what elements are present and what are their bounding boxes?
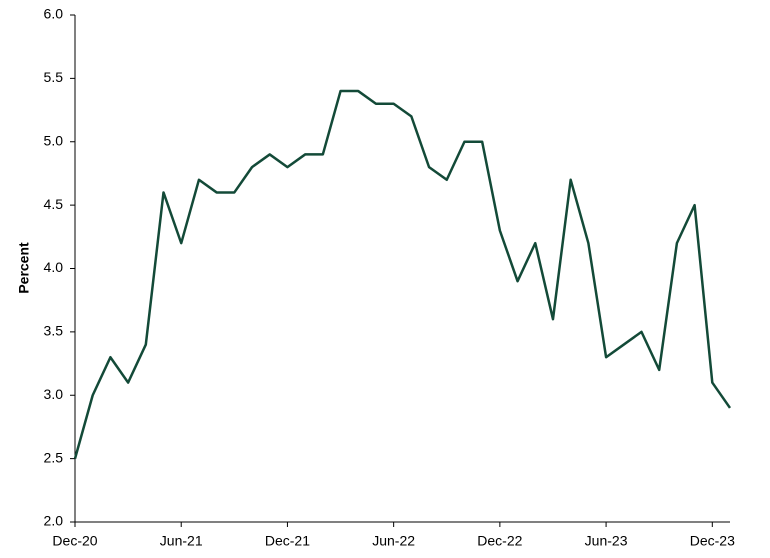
y-tick-label: 5.0 (44, 132, 64, 148)
y-tick-label: 2.5 (44, 449, 64, 465)
x-tick-label: Dec-21 (265, 533, 310, 549)
x-tick-label: Dec-20 (52, 533, 97, 549)
data-line (73, 89, 732, 459)
x-tick-label: Dec-22 (477, 533, 522, 549)
y-tick-label: 3.0 (44, 386, 64, 402)
y-tick-label: 3.5 (44, 323, 64, 339)
x-tick-label: Jun-23 (585, 533, 628, 549)
y-axis-label: Percent (16, 242, 32, 294)
y-tick-label: 2.0 (44, 513, 64, 529)
x-tick-label: Dec-23 (690, 533, 735, 549)
x-tick-label: Jun-21 (160, 533, 203, 549)
x-tick-label: Jun-22 (372, 533, 415, 549)
y-tick-label: 5.5 (44, 69, 64, 85)
y-tick-label: 4.0 (44, 259, 64, 275)
y-tick-label: 4.5 (44, 196, 64, 212)
y-tick-label: 6.0 (44, 6, 64, 22)
